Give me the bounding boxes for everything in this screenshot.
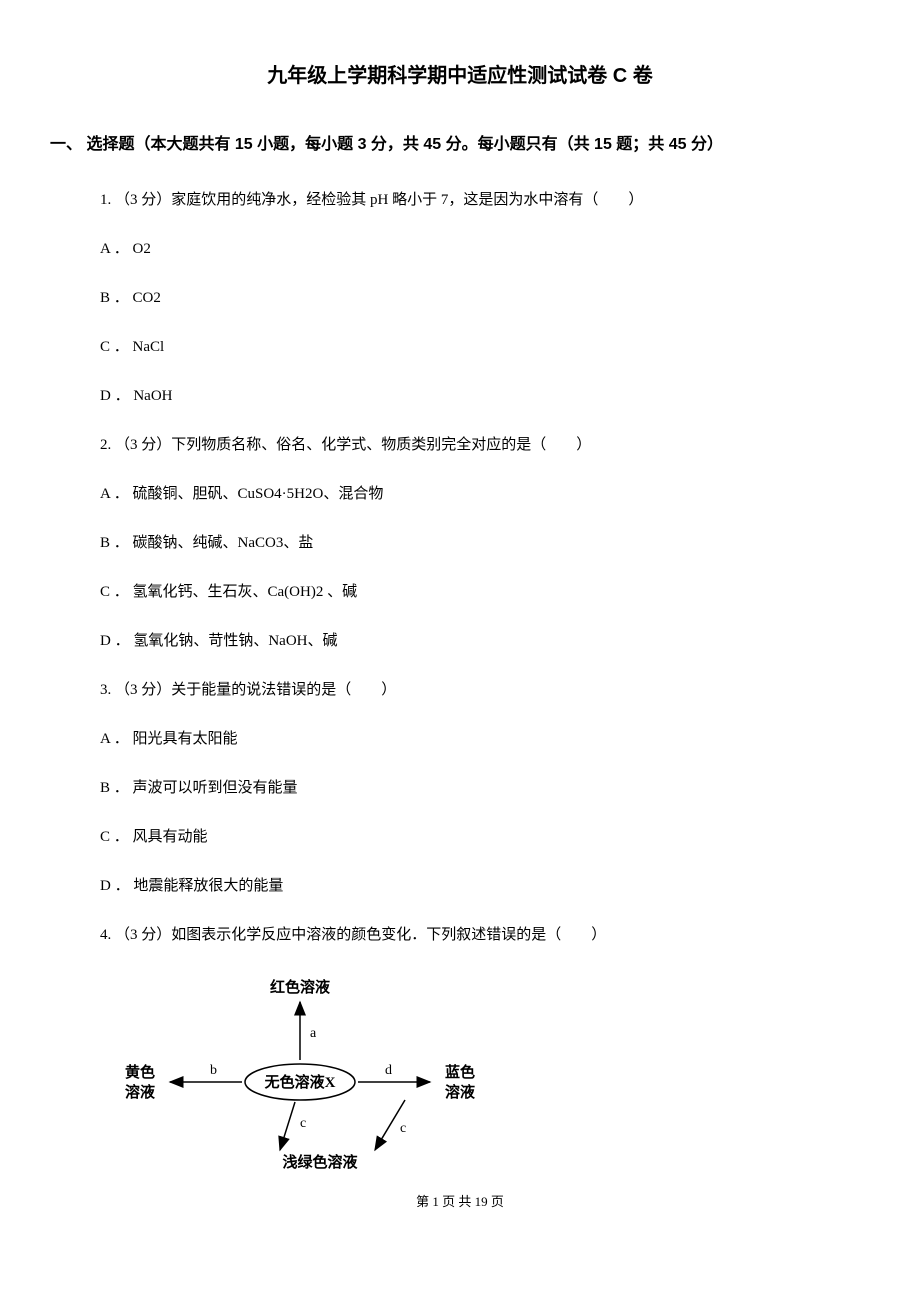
question-2: 2. （3 分）下列物质名称、俗名、化学式、物质类别完全对应的是（ ）	[100, 433, 870, 457]
diagram-left-text1: 黄色	[125, 1063, 155, 1081]
option-1a: A ． O2	[100, 237, 870, 261]
diagram-center-text: 无色溶液X	[264, 1073, 336, 1091]
question-3: 3. （3 分）关于能量的说法错误的是（ ）	[100, 678, 870, 702]
diagram-edge-b: b	[210, 1063, 217, 1078]
option-3a: A ． 阳光具有太阳能	[100, 727, 870, 751]
option-3b: B ． 声波可以听到但没有能量	[100, 776, 870, 800]
diagram-edge-c2: c	[400, 1121, 406, 1136]
question-4: 4. （3 分）如图表示化学反应中溶液的颜色变化．下列叙述错误的是（ ）	[100, 923, 870, 947]
section-header: 一、 选择题（本大题共有 15 小题，每小题 3 分，共 45 分。每小题只有（…	[50, 132, 870, 158]
diagram-edge-c1: c	[300, 1116, 306, 1131]
diagram-bottom-text: 浅绿色溶液	[282, 1153, 358, 1171]
option-2d: D ． 氢氧化钠、苛性钠、NaOH、碱	[100, 629, 870, 653]
question-1: 1. （3 分）家庭饮用的纯净水，经检验其 pH 略小于 7，这是因为水中溶有（…	[100, 188, 870, 212]
diagram-edge-d: d	[385, 1063, 392, 1078]
option-3d: D ． 地震能释放很大的能量	[100, 874, 870, 898]
page-footer: 第 1 页 共 19 页	[50, 1192, 870, 1213]
option-2c: C ． 氢氧化钙、生石灰、Ca(OH)2 、碱	[100, 580, 870, 604]
page-title: 九年级上学期科学期中适应性测试试卷 C 卷	[50, 60, 870, 92]
option-1c: C ． NaCl	[100, 335, 870, 359]
diagram-right-text2: 溶液	[445, 1083, 476, 1101]
option-3c: C ． 风具有动能	[100, 825, 870, 849]
diagram-top-text: 红色溶液	[270, 978, 331, 996]
option-1d: D ． NaOH	[100, 384, 870, 408]
diagram-right-text1: 蓝色	[445, 1063, 475, 1081]
option-2a: A ． 硫酸铜、胆矾、CuSO4·5H2O、混合物	[100, 482, 870, 506]
option-1b: B ． CO2	[100, 286, 870, 310]
diagram-edge-a: a	[310, 1026, 317, 1041]
reaction-diagram: 无色溶液X 红色溶液 a 黄色 溶液 b 蓝色 溶液 d 浅绿色溶液 c c	[100, 972, 870, 1172]
option-2b: B ． 碳酸钠、纯碱、NaCO3、盐	[100, 531, 870, 555]
diagram-left-text2: 溶液	[125, 1083, 156, 1101]
